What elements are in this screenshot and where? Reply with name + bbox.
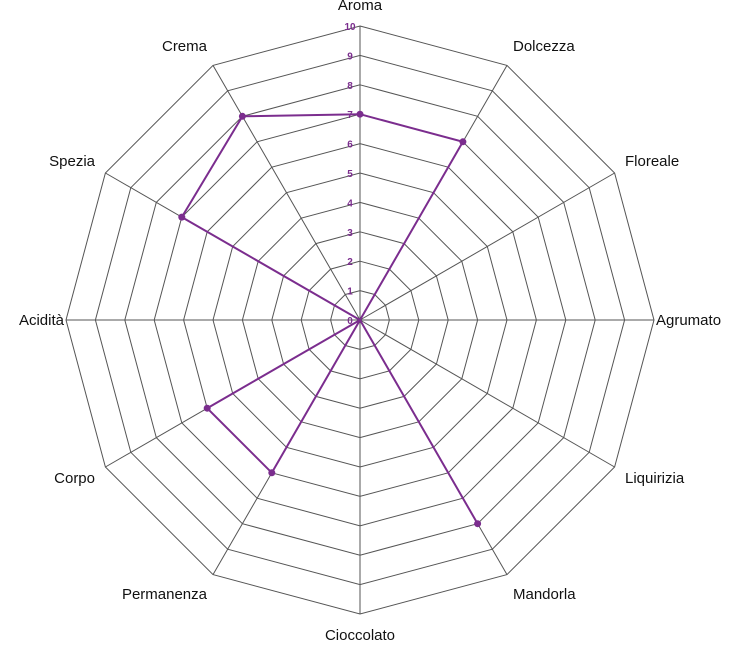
data-point xyxy=(268,469,276,477)
data-point xyxy=(238,112,246,120)
axis-label: Cioccolato xyxy=(325,627,395,644)
axis-label: Spezia xyxy=(49,153,96,170)
tick-label: 8 xyxy=(347,81,353,92)
spoke-11 xyxy=(212,65,361,321)
tick-label: 5 xyxy=(347,169,353,180)
axis-labels: Aroma Dolcezza Floreale Agrumato Liquirizia M… xyxy=(19,0,721,644)
data-point xyxy=(474,520,482,528)
tick-label: 6 xyxy=(347,140,353,151)
spoke-2 xyxy=(359,172,615,321)
tick-label: 1 xyxy=(347,287,353,298)
axis-label: Crema xyxy=(162,38,208,55)
axis-label: Dolcezza xyxy=(513,38,575,55)
tick-label: 3 xyxy=(347,228,353,239)
tick-label: 0 xyxy=(347,316,353,327)
tick-label: 7 xyxy=(347,110,353,121)
axis-label: Acidità xyxy=(19,312,65,329)
data-point xyxy=(356,110,364,118)
series-line xyxy=(180,113,479,525)
data-point xyxy=(178,213,186,221)
tick-label: 9 xyxy=(347,51,353,62)
tick-label: 2 xyxy=(347,257,353,268)
series-layer xyxy=(178,110,482,528)
spoke-4 xyxy=(359,319,615,468)
data-point xyxy=(203,404,211,412)
tick-labels: 0 1 2 3 4 5 6 7 8 9 10 xyxy=(344,22,356,327)
axis-label: Corpo xyxy=(54,470,95,487)
axis-label: Permanenza xyxy=(122,586,208,603)
axis-label: Floreale xyxy=(625,153,679,170)
axis-label: Agrumato xyxy=(656,312,721,329)
tick-label: 4 xyxy=(347,198,353,209)
tick-label: 10 xyxy=(344,22,356,33)
axis-label: Aroma xyxy=(338,0,383,14)
axis-label: Mandorla xyxy=(513,586,576,603)
axis-label: Liquirizia xyxy=(625,470,685,487)
data-point xyxy=(459,138,467,146)
